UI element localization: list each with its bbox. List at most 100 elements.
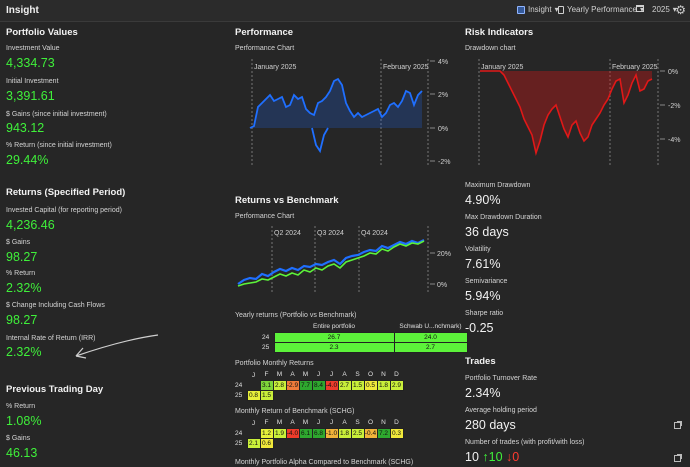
month-header: A: [342, 419, 347, 427]
dd-marker-jan: January 2025: [481, 64, 524, 71]
dd-tick: -2%: [668, 103, 680, 110]
view-label: Insight: [528, 5, 552, 14]
year-selector[interactable]: 2025 ▾: [652, 5, 677, 14]
bench-marker-q2: Q2 2024: [274, 230, 301, 237]
table-cell: 8.4: [311, 379, 326, 391]
max-dd-duration-value: 36 days: [465, 225, 509, 239]
perf-tick: 2%: [438, 92, 448, 99]
drawdown-chart: January 2025 February 2025 0% -2% -4%: [478, 59, 680, 167]
table-cell: -4.0: [324, 379, 339, 391]
perf-tick: 4%: [438, 59, 448, 66]
row-year: 25: [235, 439, 243, 447]
benchmark-monthly-table: J F M A M J J A S O N D 24 1.2 1.9 -4.0 6.1 6.8 -1.0 1.8 2.5…: [235, 418, 404, 449]
investment-value: 4,334.73: [6, 56, 55, 70]
document-icon: [558, 5, 564, 14]
yearly-returns-title: Yearly returns (Portfolio vs Benchmark): [235, 312, 357, 319]
month-header: A: [290, 419, 295, 427]
perf-marker-feb: February 2025: [383, 64, 429, 71]
table-cell: 2.8: [272, 379, 287, 391]
table-cell: 1.9: [272, 427, 287, 439]
benchmark-chart-label: Performance Chart: [235, 213, 295, 220]
month-header: M: [302, 419, 309, 427]
table-cell: [390, 390, 403, 400]
drawdown-area: [480, 71, 652, 153]
max-drawdown-value: 4.90%: [465, 193, 501, 207]
dd-tick: -4%: [668, 137, 680, 144]
external-link-icon[interactable]: [674, 421, 682, 429]
table-cell: [351, 438, 364, 448]
benchmark-line: [237, 240, 425, 287]
period-return-label: % Return: [6, 270, 36, 277]
holding-label: Average holding period: [465, 407, 537, 414]
table-cell: 1.5: [350, 379, 365, 391]
table-row: 24 3.1 2.8 -2.9 7.7 8.4 -4.0 2.7 1.5 0.5 1.8 2.9: [235, 379, 404, 391]
gear-icon[interactable]: ⚙: [675, 3, 686, 17]
row-year: 24: [262, 333, 270, 341]
table-cell: 0.8: [246, 389, 261, 401]
table-cell: -0.4: [363, 427, 378, 439]
month-header: J: [329, 419, 334, 427]
table-cell: [351, 390, 364, 400]
calendar-button[interactable]: [636, 5, 644, 12]
table-cell: [286, 390, 299, 400]
external-link-icon[interactable]: [674, 454, 682, 462]
gains-label: $ Gains (since initial investment): [6, 111, 107, 118]
sharpe-value: -0.25: [465, 321, 494, 335]
year-label: 2025: [652, 5, 670, 14]
drawdown-chart-label: Drawdown chart: [465, 45, 516, 52]
change-cashflows-value: 98.27: [6, 313, 38, 327]
table-cell: 6.8: [311, 427, 326, 439]
table-cell: 0.5: [363, 379, 378, 391]
table-cell: [338, 438, 351, 448]
month-header: M: [302, 371, 309, 379]
report-selector[interactable]: Yearly Performance ▾: [558, 5, 644, 14]
perf-axis: 4% 2% 0% -2%: [430, 59, 450, 166]
monthly-returns-table: J F M A M J J A S O N D 24 3.1 2.8 -2.9 7.7 8.4 -4.0 2.7 1.5…: [235, 370, 404, 401]
table-cell: 2.1: [246, 437, 261, 449]
returns-period-heading: Returns (Specified Period): [6, 187, 126, 198]
trades-count-label: Number of trades (with profit/with loss): [465, 439, 585, 446]
invested-capital-value: 4,236.46: [6, 218, 55, 232]
bench-marker-q4: Q4 2024: [361, 230, 388, 237]
drawdown-line: [480, 70, 653, 156]
top-bar: Insight Insight ▾ Yearly Performance ▾ 2…: [0, 0, 690, 22]
table-cell: 2.3: [273, 341, 395, 353]
table-cell: -1.0: [324, 427, 339, 439]
table-cell: [273, 438, 286, 448]
table-cell: [390, 438, 403, 448]
table-cell: 1.8: [376, 379, 391, 391]
bench-tick: 20%: [437, 251, 451, 258]
benchmark-chart: Q2 2024 Q3 2024 Q4 2024 20% 0%: [237, 226, 451, 294]
table-header: [262, 322, 274, 332]
month-header: S: [355, 371, 360, 379]
perf-line: [249, 77, 423, 129]
prev-gains-label: $ Gains: [6, 435, 31, 442]
table-header: Schwab U...nchmark): [399, 323, 462, 331]
trades-loss: ↓0: [506, 450, 520, 464]
portfolio-values-heading: Portfolio Values: [6, 27, 78, 38]
calendar-icon: [636, 5, 644, 12]
view-selector[interactable]: Insight ▾: [517, 5, 559, 14]
period-gains-label: $ Gains: [6, 239, 31, 246]
table-cell: 24.0: [393, 331, 468, 343]
row-year: 25: [235, 391, 243, 399]
arrow-annotation: [75, 334, 159, 359]
volatility-label: Volatility: [465, 246, 491, 253]
month-header: N: [381, 419, 386, 427]
table-cell: 2.9: [389, 379, 404, 391]
period-gains-value: 98.27: [6, 250, 38, 264]
dd-tick: 0%: [668, 69, 678, 76]
max-drawdown-label: Maximum Drawdown: [465, 182, 531, 189]
table-cell: -4.0: [285, 427, 300, 439]
table-cell: [338, 390, 351, 400]
trades-profit: ↑10: [482, 450, 503, 464]
table-row: Entire portfolio Schwab U...nchmark): [262, 322, 467, 332]
sharpe-label: Sharpe ratio: [465, 310, 504, 317]
table-header: [235, 370, 247, 380]
table-cell: [247, 428, 260, 438]
month-header: D: [394, 371, 399, 379]
table-cell: 26.7: [273, 331, 395, 343]
month-header: F: [264, 371, 269, 379]
table-cell: -2.9: [285, 379, 300, 391]
